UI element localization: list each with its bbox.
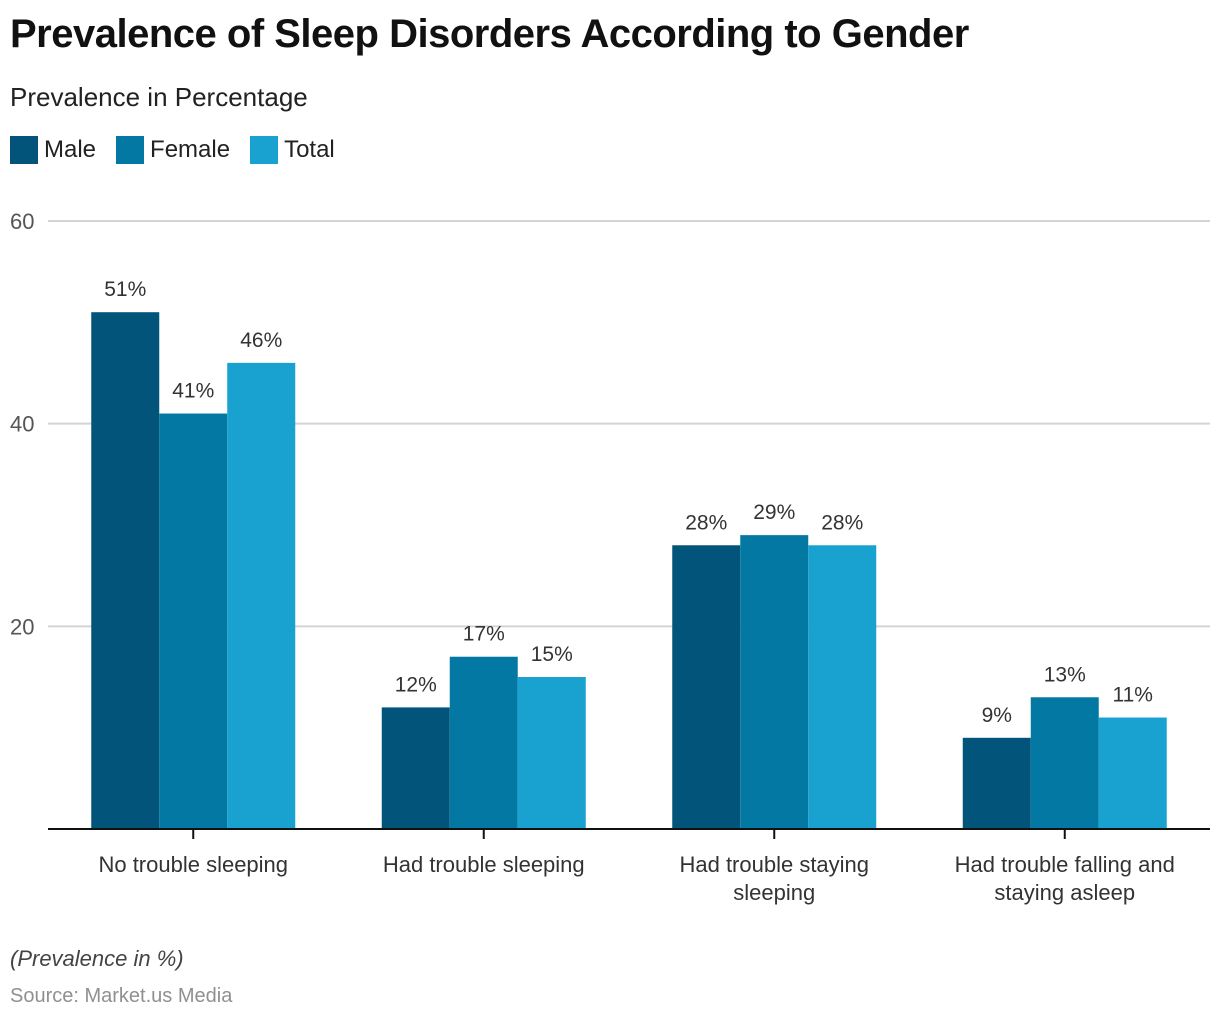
x-category-label: Had trouble sleeping — [383, 852, 585, 877]
data-label: 29% — [753, 501, 795, 524]
data-label: 11% — [1113, 684, 1153, 707]
x-category-label: No trouble sleeping — [98, 852, 288, 877]
data-label: 51% — [104, 278, 146, 301]
y-tick-label: 60 — [10, 209, 34, 234]
legend-swatch-female — [116, 136, 145, 164]
bar-female — [1030, 697, 1099, 829]
chart-note: (Prevalence in %) — [10, 946, 184, 971]
bar-total — [808, 545, 877, 829]
chart-title: Prevalence of Sleep Disorders According … — [10, 12, 969, 56]
data-label: 9% — [982, 704, 1012, 727]
bar-total — [517, 677, 586, 829]
y-tick-label: 20 — [10, 614, 34, 639]
legend-item-female[interactable]: Female — [116, 136, 230, 164]
data-label: 15% — [531, 643, 573, 666]
bar-female — [449, 656, 518, 829]
x-category-label: Had trouble staying — [679, 852, 869, 877]
legend-label-male: Male — [44, 136, 97, 163]
y-tick-label: 40 — [10, 412, 34, 437]
data-label: 28% — [821, 511, 863, 534]
data-label: 41% — [172, 380, 214, 403]
chart-subtitle: Prevalence in Percentage — [10, 82, 308, 112]
bar-male — [381, 707, 450, 829]
x-category-label: staying asleep — [994, 880, 1135, 905]
bar-female — [159, 413, 228, 829]
bar-total — [227, 362, 296, 829]
data-label: 46% — [240, 329, 282, 352]
bar-male — [91, 312, 160, 829]
legend-label-total: Total — [284, 136, 335, 163]
data-label: 12% — [395, 673, 437, 696]
chart-source: Source: Market.us Media — [10, 985, 233, 1007]
legend-swatch-total — [250, 136, 279, 164]
data-label: 13% — [1044, 663, 1086, 686]
data-label: 17% — [463, 623, 505, 646]
bar-male — [962, 737, 1031, 829]
legend: Male Female Total — [10, 136, 355, 164]
legend-swatch-male — [10, 136, 38, 164]
legend-item-total[interactable]: Total — [250, 136, 335, 164]
bar-male — [672, 545, 741, 829]
legend-label-female: Female — [150, 136, 231, 163]
legend-item-male[interactable]: Male — [10, 136, 96, 164]
x-category-label: sleeping — [733, 880, 815, 905]
bar-female — [740, 535, 809, 829]
x-category-label: Had trouble falling and — [955, 852, 1175, 877]
bar-total — [1098, 717, 1167, 829]
data-label: 28% — [685, 511, 727, 534]
